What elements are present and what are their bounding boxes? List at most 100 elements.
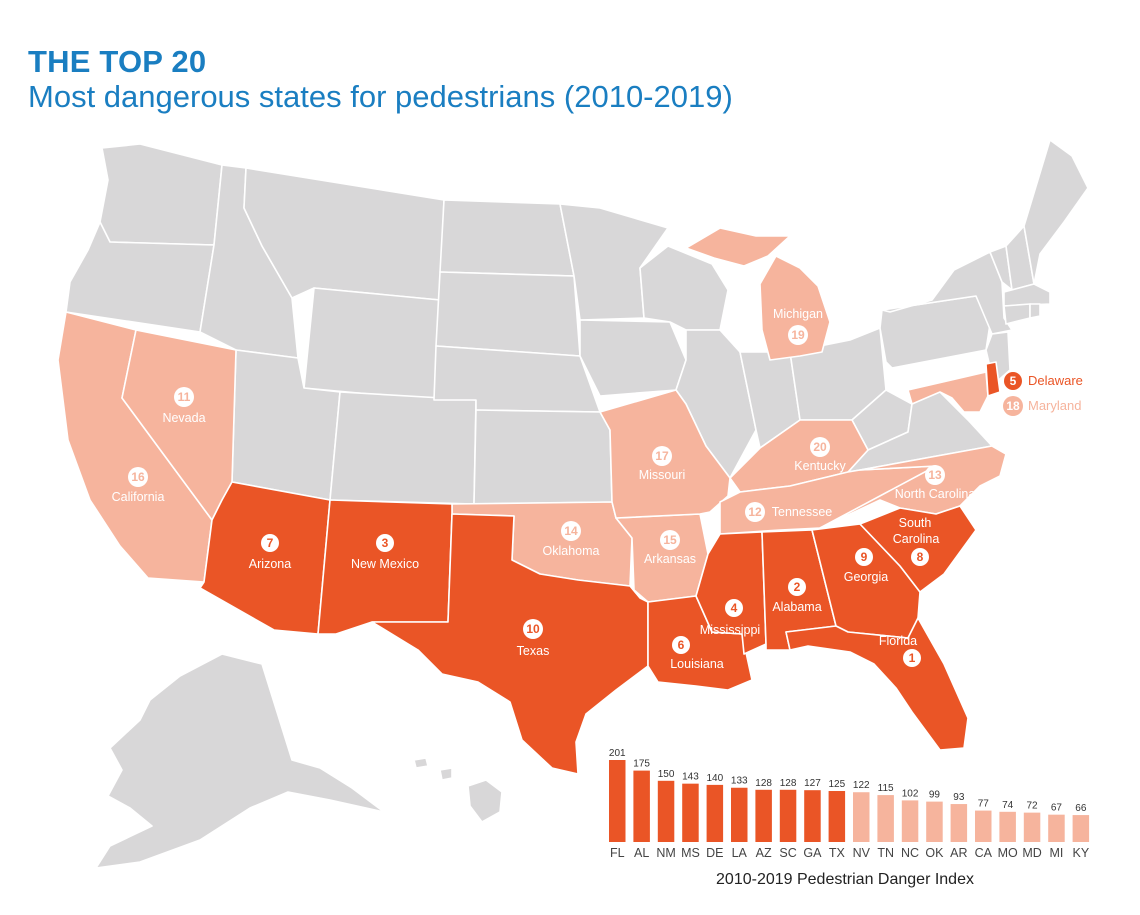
bar-category-label: TN	[877, 846, 894, 860]
bar-category-label: OK	[925, 846, 944, 860]
bar-nm	[657, 780, 675, 842]
badge-north-carolina: 13	[925, 465, 945, 485]
bar-ky	[1072, 815, 1090, 842]
label-georgia: Georgia	[844, 570, 889, 584]
badge-michigan: 19	[788, 325, 808, 345]
state-delaware	[985, 361, 1001, 397]
bar-value-label: 122	[853, 780, 870, 791]
label-delaware: Delaware	[1028, 373, 1083, 388]
bar-ga	[804, 790, 821, 842]
state-new-york	[881, 251, 1013, 335]
badge-alabama: 2	[788, 578, 806, 596]
ranked-11-20-states	[57, 227, 1007, 603]
svg-text:16: 16	[131, 470, 145, 484]
badge-kentucky: 20	[810, 437, 830, 457]
badge-missouri: 17	[652, 446, 672, 466]
svg-text:3: 3	[382, 536, 389, 550]
state-north-dakota	[439, 199, 575, 277]
badge-maryland: 18	[1003, 396, 1023, 416]
label-alabama: Alabama	[772, 600, 821, 614]
bar-value-label: 128	[780, 778, 797, 789]
state-iowa	[579, 319, 687, 397]
svg-text:Carolina: Carolina	[893, 532, 940, 546]
label-kentucky: Kentucky	[794, 459, 846, 473]
state-kansas	[473, 409, 613, 505]
state-connecticut	[1003, 303, 1031, 325]
state-maine	[1023, 139, 1089, 285]
bar-ms	[682, 783, 699, 842]
bar-value-label: 72	[1026, 801, 1038, 812]
bar-fl	[609, 760, 626, 842]
bar-nv	[853, 792, 870, 842]
bar-value-label: 77	[978, 799, 990, 810]
badge-arizona: 7	[261, 534, 279, 552]
badge-mississippi: 4	[725, 599, 743, 617]
state-colorado	[329, 391, 477, 505]
bar-category-label: AR	[950, 846, 967, 860]
badge-new-mexico: 3	[376, 534, 394, 552]
label-california: California	[112, 490, 165, 504]
label-maryland: Maryland	[1028, 398, 1081, 413]
bar-category-label: MO	[998, 846, 1018, 860]
svg-text:9: 9	[861, 550, 868, 564]
bar-value-label: 150	[658, 769, 675, 780]
bar-value-label: 99	[929, 790, 941, 801]
badge-tennessee: 12	[745, 502, 765, 522]
state-alaska	[95, 653, 385, 869]
bar-tn	[877, 795, 894, 842]
bar-value-label: 102	[902, 788, 919, 799]
label-louisiana: Louisiana	[670, 657, 724, 671]
state-wyoming	[303, 287, 441, 401]
bar-de	[706, 784, 724, 842]
badge-oklahoma: 14	[561, 521, 581, 541]
state-massachusetts	[1003, 283, 1051, 307]
svg-text:8: 8	[917, 550, 924, 564]
bar-category-label: KY	[1073, 846, 1090, 860]
label-oklahoma: Oklahoma	[543, 544, 600, 558]
label-arkansas: Arkansas	[644, 552, 696, 566]
bar-tx	[828, 791, 846, 842]
chart-title: 2010-2019 Pedestrian Danger Index	[716, 871, 974, 888]
state-rhode-island	[1029, 303, 1041, 319]
label-new-mexico: New Mexico	[351, 557, 419, 571]
bar-category-label: NV	[853, 846, 871, 860]
svg-text:South: South	[899, 516, 932, 530]
state-texas	[371, 513, 649, 775]
danger-index-bar-chart: 201 FL 175 AL 150 NM 143 MS 140 DE 133 LA 128 AZ 128 SC…	[609, 748, 1090, 860]
bar-mo	[999, 811, 1016, 842]
bar-ok	[926, 801, 943, 842]
state-oregon	[65, 221, 215, 333]
bar-category-label: NM	[656, 846, 675, 860]
label-arizona: Arizona	[249, 557, 291, 571]
heading: THE TOP 20 Most dangerous states for ped…	[28, 44, 733, 114]
gray-states	[65, 139, 1089, 869]
state-florida	[785, 617, 969, 751]
label-missouri: Missouri	[639, 468, 686, 482]
bar-value-label: 66	[1075, 803, 1087, 814]
state-south-dakota	[435, 271, 581, 357]
bar-ca	[975, 810, 992, 842]
bar-nc	[901, 800, 919, 842]
svg-text:1: 1	[909, 651, 916, 665]
label-mississippi: Mississippi	[700, 623, 760, 637]
bar-sc	[779, 789, 797, 842]
bar-value-label: 143	[682, 772, 699, 783]
bar-category-label: AZ	[756, 846, 772, 860]
bar-value-label: 127	[804, 778, 821, 789]
badge-texas: 10	[523, 619, 543, 639]
bar-value-label: 115	[878, 783, 894, 794]
bar-value-label: 74	[1002, 800, 1014, 811]
bar-md	[1023, 812, 1041, 842]
badge-georgia: 9	[855, 548, 873, 566]
bar-category-label: GA	[803, 846, 822, 860]
svg-text:17: 17	[655, 449, 669, 463]
bar-category-label: DE	[706, 846, 723, 860]
state-washington	[99, 143, 223, 246]
bar-category-label: TX	[829, 846, 846, 860]
label-texas: Texas	[517, 644, 550, 658]
bar-category-label: MD	[1022, 846, 1041, 860]
page-title: THE TOP 20	[28, 44, 207, 79]
label-florida: Florida	[879, 634, 917, 648]
bar-category-label: AL	[634, 846, 649, 860]
